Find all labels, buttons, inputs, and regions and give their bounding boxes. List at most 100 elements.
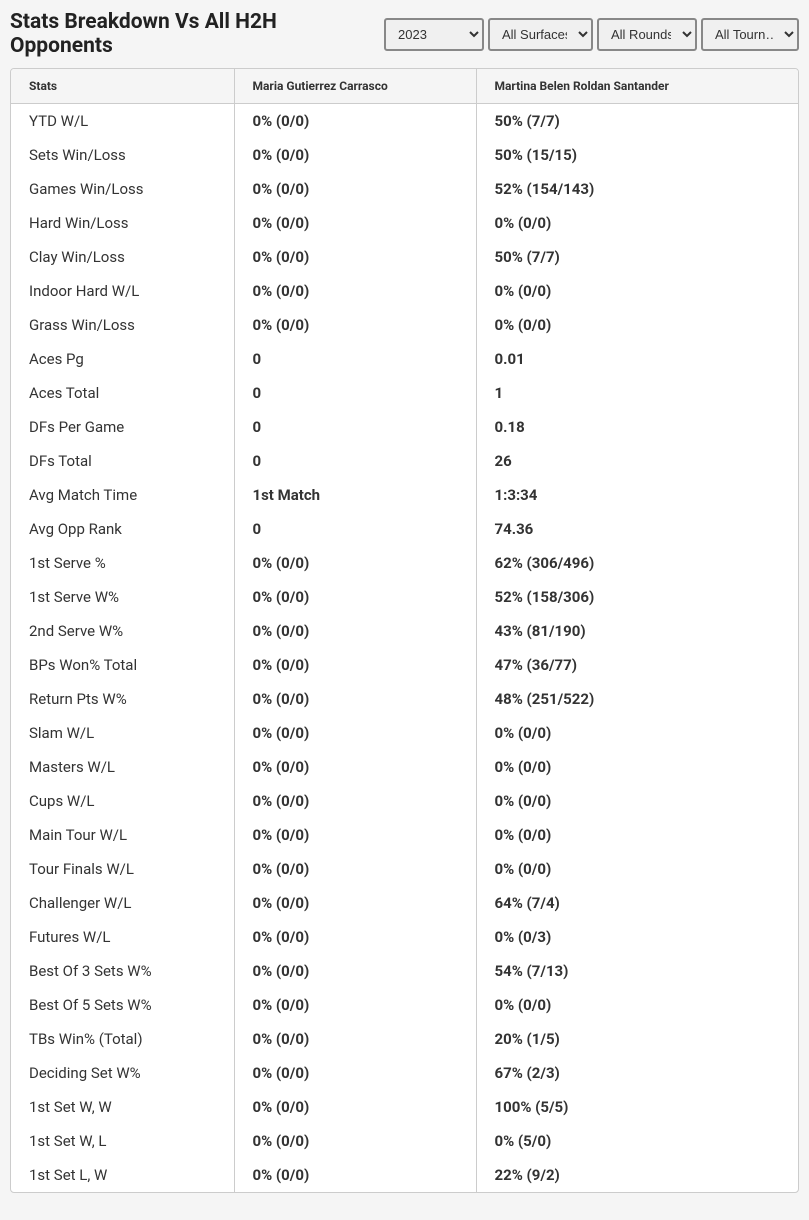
stat-label: Best Of 5 Sets W%: [11, 988, 234, 1022]
player1-value: 0% (0/0): [234, 784, 476, 818]
table-row: Futures W/L0% (0/0)0% (0/3): [11, 920, 798, 954]
stat-label: Games Win/Loss: [11, 172, 234, 206]
stat-label: Deciding Set W%: [11, 1056, 234, 1090]
player1-value: 0: [234, 410, 476, 444]
player1-value: 0% (0/0): [234, 648, 476, 682]
player1-value: 0% (0/0): [234, 920, 476, 954]
player1-value: 0% (0/0): [234, 1056, 476, 1090]
stat-label: 1st Serve W%: [11, 580, 234, 614]
page-title: Stats Breakdown Vs All H2H Opponents: [10, 10, 384, 58]
header-row: Stats Breakdown Vs All H2H Opponents 202…: [10, 10, 799, 58]
player2-value: 20% (1/5): [476, 1022, 798, 1056]
player2-value: 0% (0/0): [476, 750, 798, 784]
player2-value: 0% (5/0): [476, 1124, 798, 1158]
stat-label: Tour Finals W/L: [11, 852, 234, 886]
stat-label: 1st Set L, W: [11, 1158, 234, 1192]
player1-value: 0% (0/0): [234, 614, 476, 648]
col-header-stats: Stats: [11, 69, 234, 104]
table-row: Hard Win/Loss0% (0/0)0% (0/0): [11, 206, 798, 240]
stat-label: Aces Total: [11, 376, 234, 410]
stats-table-container: Stats Maria Gutierrez Carrasco Martina B…: [10, 68, 799, 1193]
player2-value: 50% (7/7): [476, 240, 798, 274]
round-select[interactable]: All Rounds: [597, 18, 697, 51]
player2-value: 0% (0/3): [476, 920, 798, 954]
player1-value: 0% (0/0): [234, 274, 476, 308]
player1-value: 1st Match: [234, 478, 476, 512]
stat-label: Slam W/L: [11, 716, 234, 750]
player2-value: 64% (7/4): [476, 886, 798, 920]
player2-value: 0% (0/0): [476, 716, 798, 750]
table-row: 1st Set W, W0% (0/0)100% (5/5): [11, 1090, 798, 1124]
table-row: Best Of 3 Sets W%0% (0/0)54% (7/13): [11, 954, 798, 988]
table-row: Indoor Hard W/L0% (0/0)0% (0/0): [11, 274, 798, 308]
player2-value: 0.01: [476, 342, 798, 376]
player1-value: 0% (0/0): [234, 580, 476, 614]
tournament-select[interactable]: All Tourn…: [701, 18, 799, 51]
stat-label: Cups W/L: [11, 784, 234, 818]
player1-value: 0% (0/0): [234, 138, 476, 172]
player2-value: 52% (158/306): [476, 580, 798, 614]
table-row: Avg Match Time1st Match1:3:34: [11, 478, 798, 512]
table-row: Tour Finals W/L0% (0/0)0% (0/0): [11, 852, 798, 886]
stat-label: Avg Match Time: [11, 478, 234, 512]
table-header-row: Stats Maria Gutierrez Carrasco Martina B…: [11, 69, 798, 104]
surface-select[interactable]: All Surfaces: [488, 18, 593, 51]
table-row: Masters W/L0% (0/0)0% (0/0): [11, 750, 798, 784]
stat-label: YTD W/L: [11, 104, 234, 139]
stats-table: Stats Maria Gutierrez Carrasco Martina B…: [11, 69, 798, 1192]
player2-value: 47% (36/77): [476, 648, 798, 682]
stat-label: Return Pts W%: [11, 682, 234, 716]
table-row: Main Tour W/L0% (0/0)0% (0/0): [11, 818, 798, 852]
col-header-player2: Martina Belen Roldan Santander: [476, 69, 798, 104]
player1-value: 0% (0/0): [234, 988, 476, 1022]
table-row: Deciding Set W%0% (0/0)67% (2/3): [11, 1056, 798, 1090]
table-row: Aces Total01: [11, 376, 798, 410]
player2-value: 0% (0/0): [476, 852, 798, 886]
stat-label: 1st Set W, W: [11, 1090, 234, 1124]
col-header-player1: Maria Gutierrez Carrasco: [234, 69, 476, 104]
player2-value: 0% (0/0): [476, 784, 798, 818]
table-row: Challenger W/L0% (0/0)64% (7/4): [11, 886, 798, 920]
stat-label: TBs Win% (Total): [11, 1022, 234, 1056]
stat-label: Clay Win/Loss: [11, 240, 234, 274]
table-row: Cups W/L0% (0/0)0% (0/0): [11, 784, 798, 818]
stat-label: Sets Win/Loss: [11, 138, 234, 172]
player2-value: 62% (306/496): [476, 546, 798, 580]
player2-value: 0% (0/0): [476, 988, 798, 1022]
table-row: 1st Set L, W0% (0/0)22% (9/2): [11, 1158, 798, 1192]
player2-value: 48% (251/522): [476, 682, 798, 716]
player2-value: 26: [476, 444, 798, 478]
table-row: Slam W/L0% (0/0)0% (0/0): [11, 716, 798, 750]
player2-value: 0% (0/0): [476, 308, 798, 342]
stat-label: Futures W/L: [11, 920, 234, 954]
stat-label: 1st Serve %: [11, 546, 234, 580]
player1-value: 0% (0/0): [234, 886, 476, 920]
table-row: BPs Won% Total0% (0/0)47% (36/77): [11, 648, 798, 682]
stat-label: Hard Win/Loss: [11, 206, 234, 240]
stat-label: Aces Pg: [11, 342, 234, 376]
year-select[interactable]: 2023: [384, 18, 484, 51]
stat-label: 2nd Serve W%: [11, 614, 234, 648]
stat-label: BPs Won% Total: [11, 648, 234, 682]
player2-value: 1:3:34: [476, 478, 798, 512]
player1-value: 0% (0/0): [234, 308, 476, 342]
player1-value: 0% (0/0): [234, 716, 476, 750]
stat-label: Main Tour W/L: [11, 818, 234, 852]
player2-value: 50% (15/15): [476, 138, 798, 172]
stat-label: 1st Set W, L: [11, 1124, 234, 1158]
table-row: Clay Win/Loss0% (0/0)50% (7/7): [11, 240, 798, 274]
player2-value: 50% (7/7): [476, 104, 798, 139]
player2-value: 0% (0/0): [476, 274, 798, 308]
player2-value: 1: [476, 376, 798, 410]
stat-label: Indoor Hard W/L: [11, 274, 234, 308]
player2-value: 0.18: [476, 410, 798, 444]
table-row: Grass Win/Loss0% (0/0)0% (0/0): [11, 308, 798, 342]
table-row: Aces Pg00.01: [11, 342, 798, 376]
player1-value: 0% (0/0): [234, 954, 476, 988]
stat-label: Best Of 3 Sets W%: [11, 954, 234, 988]
player1-value: 0% (0/0): [234, 546, 476, 580]
player2-value: 54% (7/13): [476, 954, 798, 988]
player1-value: 0% (0/0): [234, 1124, 476, 1158]
table-row: DFs Per Game00.18: [11, 410, 798, 444]
player1-value: 0% (0/0): [234, 852, 476, 886]
